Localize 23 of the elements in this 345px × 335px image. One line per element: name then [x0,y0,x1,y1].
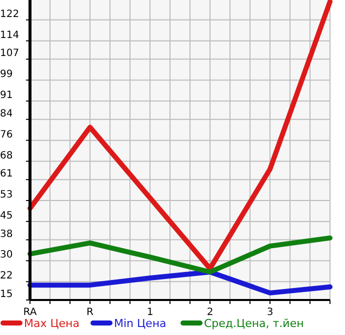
y-tick-label: 38 [0,228,13,240]
y-tick-label: 22 [0,270,13,282]
x-tick-label: 1 [146,307,154,318]
legend-label: Сред.Цена, т.йен [204,317,304,330]
y-tick-label: 61 [0,168,13,180]
y-tick-label: 30 [0,250,13,261]
legend-label: Min Цена [114,317,166,330]
y-tick-label: 99 [0,69,13,80]
y-tick-label: 68 [0,150,13,162]
legend-label: Max Цена [24,317,80,330]
y-tick-label: 122 [0,8,20,20]
y-tick-label: 91 [0,90,13,102]
x-tick-label: R [86,307,94,318]
y-tick-label: 76 [0,129,13,140]
x-tick-label: 3 [266,307,274,318]
x-tick-label: RA [23,307,37,318]
y-tick-label: 15 [0,289,13,300]
y-tick-label: 45 [0,210,13,222]
y-tick-label: 107 [0,48,20,60]
y-tick-label: 84 [0,108,13,120]
y-tick-label: 114 [0,30,20,41]
y-tick-label: 53 [0,190,13,201]
x-tick-label: 2 [206,307,214,318]
